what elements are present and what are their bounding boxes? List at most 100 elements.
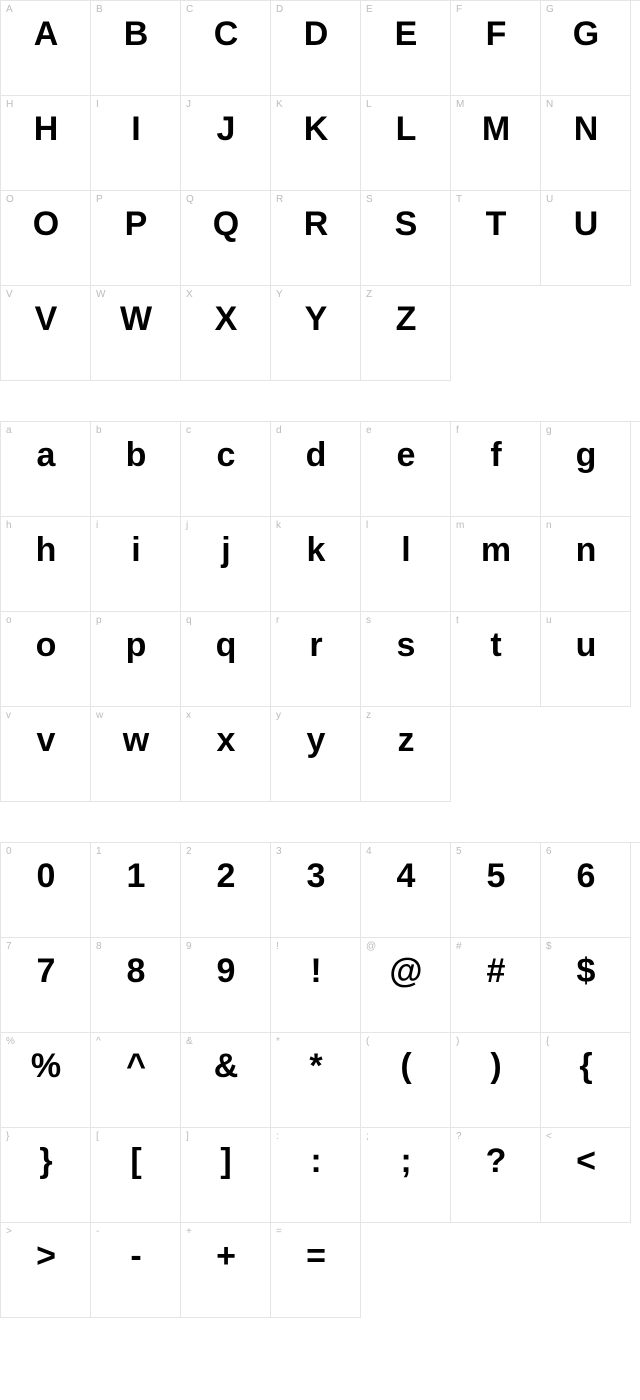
glyph-label: 0: [6, 846, 12, 857]
glyph-label: O: [6, 194, 14, 205]
glyph-cell: }}: [1, 1128, 91, 1223]
glyph-display: Q: [181, 205, 270, 244]
glyph-label: y: [276, 710, 281, 721]
empty-cell: [451, 707, 541, 802]
glyph-cell: hh: [1, 517, 91, 612]
glyph-label: *: [276, 1036, 280, 1047]
glyph-display: 4: [361, 857, 450, 896]
glyph-display: L: [361, 110, 450, 149]
empty-cell: [541, 707, 631, 802]
glyph-label: @: [366, 941, 376, 952]
glyph-cell: pp: [91, 612, 181, 707]
glyph-label: N: [546, 99, 553, 110]
glyph-display: Z: [361, 300, 450, 339]
glyph-cell: ^^: [91, 1033, 181, 1128]
glyph-display: K: [271, 110, 360, 149]
glyph-label: g: [546, 425, 552, 436]
glyph-cell: 00: [1, 843, 91, 938]
glyph-cell: II: [91, 96, 181, 191]
glyph-display: ?: [451, 1142, 540, 1181]
glyph-display: y: [271, 721, 360, 760]
glyph-cell: <<: [541, 1128, 631, 1223]
glyph-label: ): [456, 1036, 459, 1047]
glyph-cell: AA: [1, 1, 91, 96]
glyph-display: <: [541, 1142, 630, 1181]
glyph-label: k: [276, 520, 281, 531]
glyph-display: V: [1, 300, 90, 339]
glyph-label: E: [366, 4, 373, 15]
glyph-label: w: [96, 710, 103, 721]
glyph-label: (: [366, 1036, 369, 1047]
glyph-label: 3: [276, 846, 282, 857]
glyph-cell: ww: [91, 707, 181, 802]
glyph-label: d: [276, 425, 282, 436]
glyph-label: x: [186, 710, 191, 721]
glyph-label: R: [276, 194, 283, 205]
glyph-label: 4: [366, 846, 372, 857]
glyph-label: n: [546, 520, 552, 531]
glyph-cell: GG: [541, 1, 631, 96]
glyph-cell: OO: [1, 191, 91, 286]
glyph-label: A: [6, 4, 13, 15]
glyph-display: w: [91, 721, 180, 760]
glyph-label: <: [546, 1131, 552, 1142]
glyph-label: L: [366, 99, 372, 110]
glyph-display: p: [91, 626, 180, 665]
glyph-cell: LL: [361, 96, 451, 191]
glyph-cell: mm: [451, 517, 541, 612]
glyph-cell: HH: [1, 96, 91, 191]
glyph-display: 5: [451, 857, 540, 896]
glyph-cell: &&: [181, 1033, 271, 1128]
glyph-grid: AABBCCDDEEFFGGHHIIJJKKLLMMNNOOPPQQRRSSTT…: [0, 0, 640, 381]
glyph-grid: aabbccddeeffgghhiijjkkllmmnnooppqqrrsstt…: [0, 421, 640, 802]
glyph-display: @: [361, 952, 450, 991]
glyph-label: +: [186, 1226, 192, 1237]
glyph-label: W: [96, 289, 105, 300]
glyph-display: #: [451, 952, 540, 991]
glyph-label: a: [6, 425, 12, 436]
glyph-cell: cc: [181, 422, 271, 517]
glyph-cell: KK: [271, 96, 361, 191]
glyph-display: g: [541, 436, 630, 475]
glyph-display: s: [361, 626, 450, 665]
glyph-cell: PP: [91, 191, 181, 286]
glyph-display: H: [1, 110, 90, 149]
glyph-cell: ZZ: [361, 286, 451, 381]
glyph-label: r: [276, 615, 279, 626]
glyph-cell: nn: [541, 517, 631, 612]
glyph-label: ^: [96, 1036, 101, 1047]
glyph-label: X: [186, 289, 193, 300]
glyph-label: }: [6, 1131, 9, 1142]
glyph-display: b: [91, 436, 180, 475]
glyph-display: -: [91, 1237, 180, 1276]
glyph-cell: dd: [271, 422, 361, 517]
glyph-display: 3: [271, 857, 360, 896]
glyph-display: M: [451, 110, 540, 149]
glyph-cell: ff: [451, 422, 541, 517]
glyph-label: %: [6, 1036, 15, 1047]
character-map: AABBCCDDEEFFGGHHIIJJKKLLMMNNOOPPQQRRSSTT…: [0, 0, 640, 1318]
glyph-label: F: [456, 4, 462, 15]
glyph-cell: YY: [271, 286, 361, 381]
section-symbols: 00112233445566778899!!@@##$$%%^^&&**(())…: [0, 842, 640, 1318]
glyph-display: !: [271, 952, 360, 991]
glyph-label: p: [96, 615, 102, 626]
glyph-cell: ss: [361, 612, 451, 707]
glyph-display: }: [1, 1142, 90, 1181]
glyph-cell: ((: [361, 1033, 451, 1128]
glyph-cell: ::: [271, 1128, 361, 1223]
glyph-label: >: [6, 1226, 12, 1237]
glyph-cell: 11: [91, 843, 181, 938]
glyph-display: h: [1, 531, 90, 570]
glyph-label: 5: [456, 846, 462, 857]
glyph-label: ]: [186, 1131, 189, 1142]
glyph-cell: @@: [361, 938, 451, 1033]
glyph-display: ^: [91, 1047, 180, 1086]
glyph-label: V: [6, 289, 13, 300]
glyph-label: z: [366, 710, 371, 721]
glyph-cell: WW: [91, 286, 181, 381]
glyph-cell: 55: [451, 843, 541, 938]
glyph-display: &: [181, 1047, 270, 1086]
glyph-label: o: [6, 615, 12, 626]
glyph-label: K: [276, 99, 283, 110]
